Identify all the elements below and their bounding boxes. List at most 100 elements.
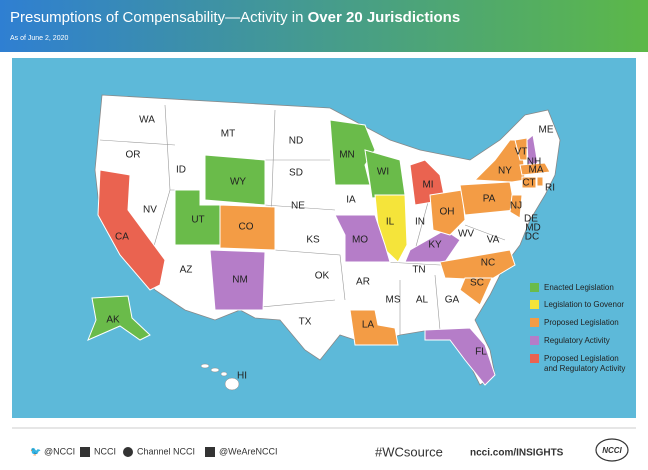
state-label: ND — [289, 136, 303, 147]
title: Presumptions of Compensability—Activity … — [10, 9, 460, 26]
state-label: AK — [106, 315, 120, 326]
footer-twitter[interactable]: @NCCI — [44, 446, 75, 456]
state-ky — [404, 229, 461, 263]
state-label: MO — [352, 235, 368, 246]
legend-swatch — [530, 283, 539, 292]
state-ri — [536, 176, 544, 187]
linkedin-icon — [80, 447, 90, 457]
state-label: NJ — [510, 201, 522, 212]
state-label: KS — [306, 235, 320, 246]
twitter-icon: 🐦 — [30, 446, 41, 456]
state-label: AL — [416, 295, 429, 306]
state-label: KY — [428, 240, 442, 251]
state-label: ME — [539, 125, 554, 136]
state-nm — [209, 249, 266, 311]
state-label: SC — [470, 278, 484, 289]
state-label: GA — [445, 295, 460, 306]
state-hi — [200, 363, 240, 391]
state-label: PA — [483, 194, 496, 205]
state-label: VA — [487, 235, 500, 246]
state-label: OH — [440, 207, 455, 218]
legend-label: Regulatory Activity — [544, 336, 610, 345]
state-label: MA — [529, 165, 544, 176]
footer-logo: NCCI — [602, 446, 622, 455]
state-label: TX — [299, 317, 312, 328]
state-label: WA — [139, 115, 155, 126]
legend-label: Enacted Legislation — [544, 283, 614, 292]
state-mo — [334, 214, 391, 263]
legend-swatch — [530, 354, 539, 363]
state-label: CA — [115, 232, 129, 243]
subtitle: As of June 2, 2020 — [10, 35, 68, 42]
state-ma — [519, 162, 551, 176]
state-vt — [514, 137, 528, 161]
state-co — [219, 204, 276, 251]
state-la — [349, 309, 399, 346]
legend-label: Proposed Legislation — [544, 354, 619, 363]
state-label: UT — [191, 215, 204, 226]
footer: 🐦 @NCCI NCCI Channel NCCI @WeAreNCCI #WC… — [30, 438, 629, 462]
legend-label: Proposed Legislation — [544, 318, 619, 327]
state-label: FL — [475, 347, 487, 358]
state-shapes — [87, 119, 551, 391]
footer-youtube[interactable]: Channel NCCI — [137, 446, 195, 456]
state-label: IN — [415, 217, 425, 228]
state-label: MD — [525, 223, 541, 234]
state-ct — [521, 176, 537, 189]
state-label: IA — [346, 195, 356, 206]
state-label: MT — [221, 129, 235, 140]
state-label: VT — [515, 147, 528, 158]
facebook-icon — [205, 447, 215, 457]
state-label: DE — [524, 214, 538, 225]
legend-swatch — [530, 300, 539, 309]
state-label: NM — [232, 275, 248, 286]
state-label: CT — [522, 178, 535, 189]
state-nj — [509, 194, 523, 219]
state-label: LA — [362, 320, 375, 331]
state-label: NY — [498, 166, 512, 177]
state-label: WY — [230, 177, 246, 188]
state-label: SD — [289, 168, 303, 179]
state-ak — [87, 295, 151, 341]
state-nc — [439, 249, 516, 281]
state-label: OK — [315, 271, 330, 282]
youtube-icon — [123, 447, 133, 457]
state-labels: WA OR MT ID ND MN WI MI ME NH VT MA NY C… — [106, 115, 555, 382]
state-mn — [329, 119, 376, 186]
state-label: AZ — [180, 265, 193, 276]
footer-facebook[interactable]: @WeAreNCCI — [219, 446, 277, 456]
legend-label: and Regulatory Activity — [544, 364, 625, 373]
state-label: MS — [386, 295, 401, 306]
state-label: TN — [412, 265, 425, 276]
footer-linkedin[interactable]: NCCI — [94, 446, 116, 456]
logo-ring — [595, 438, 629, 462]
state-label: MI — [422, 180, 433, 191]
state-label: AR — [356, 277, 370, 288]
legend-label: Legislation to Govenor — [544, 300, 624, 309]
state-label: NC — [481, 258, 495, 269]
legend-swatch — [530, 336, 539, 345]
state-label: OR — [126, 150, 141, 161]
state-label: ID — [176, 165, 186, 176]
state-label: IL — [386, 217, 395, 228]
state-label: HI — [237, 371, 247, 382]
state-ca — [97, 169, 166, 291]
state-fl — [424, 327, 496, 386]
legend-swatch — [530, 318, 539, 327]
state-label: MN — [339, 150, 355, 161]
state-label: CO — [239, 222, 254, 233]
state-label: NH — [527, 157, 541, 168]
state-label: WV — [458, 229, 474, 240]
footer-url[interactable]: ncci.com/INSIGHTS — [470, 448, 564, 459]
header-band — [0, 0, 648, 52]
footer-hashtag: #WCsource — [375, 444, 443, 459]
legend: Enacted Legislation Legislation to Goven… — [530, 283, 625, 373]
state-sc — [459, 277, 493, 306]
state-label: NE — [291, 201, 305, 212]
state-label: WI — [377, 167, 389, 178]
state-wy — [204, 154, 266, 206]
state-label: RI — [545, 183, 555, 194]
state-label: NV — [143, 205, 157, 216]
state-borders — [99, 104, 506, 335]
